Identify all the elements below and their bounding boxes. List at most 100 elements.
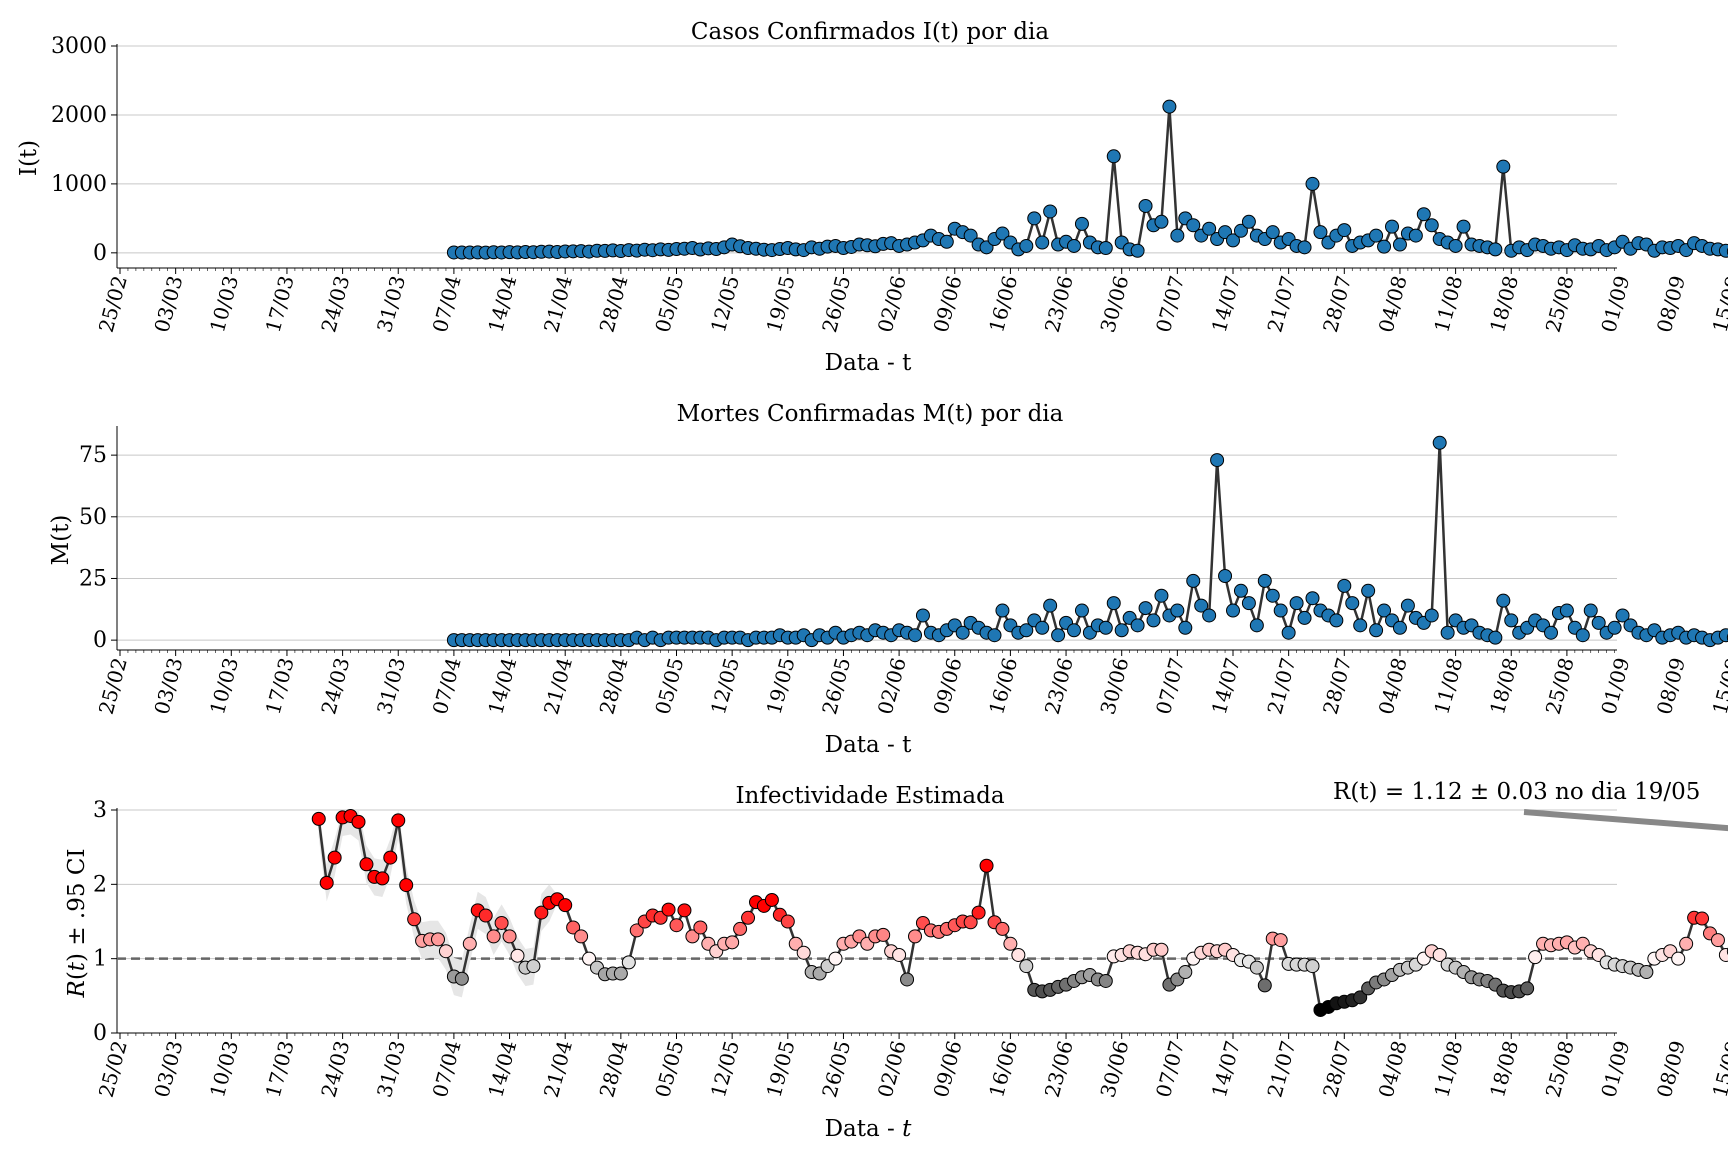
x-tick-label: 14/04 <box>483 1038 521 1100</box>
x-tick-label: 03/03 <box>149 1038 187 1100</box>
data-point <box>1130 243 1145 258</box>
deaths-xlabel: Data - t <box>825 732 913 758</box>
data-point <box>1313 225 1328 240</box>
data-point <box>685 929 700 944</box>
data-point <box>1424 608 1439 623</box>
x-tick-label: 28/04 <box>595 273 633 335</box>
data-point <box>1591 615 1606 630</box>
y-tick-label: 1 <box>93 947 107 972</box>
data-point <box>558 898 573 913</box>
data-point <box>359 857 374 872</box>
data-point <box>1043 204 1058 219</box>
data-point <box>1432 435 1447 450</box>
data-point <box>1710 933 1725 948</box>
x-tick-label: 07/07 <box>1151 1038 1189 1100</box>
x-tick-label: 11/08 <box>1429 1038 1467 1100</box>
y-tick-label: 75 <box>79 443 107 468</box>
data-point <box>1575 628 1590 643</box>
data-point <box>780 914 795 929</box>
x-tick-label: 24/03 <box>316 273 354 335</box>
data-point <box>828 951 843 966</box>
data-point <box>995 921 1010 936</box>
data-point <box>1305 176 1320 191</box>
data-point <box>1210 453 1225 468</box>
data-point <box>955 625 970 640</box>
data-point <box>1138 601 1153 616</box>
data-point <box>1154 942 1169 957</box>
data-point <box>621 955 636 970</box>
data-point <box>1019 959 1034 974</box>
data-point <box>1226 603 1240 618</box>
cases-ylabel: I(t) <box>16 140 42 176</box>
data-point <box>1695 911 1710 926</box>
x-tick-label: 26/05 <box>817 273 855 335</box>
data-point <box>987 628 1002 643</box>
x-tick-label: 19/05 <box>762 1038 800 1100</box>
x-tick-label: 23/06 <box>1040 655 1078 717</box>
data-point <box>1385 219 1399 234</box>
data-point <box>1265 588 1280 603</box>
data-point <box>399 878 414 893</box>
x-tick-label: 21/07 <box>1262 655 1300 717</box>
data-point <box>1432 947 1447 962</box>
cases-xlabel: Data - t <box>825 350 913 376</box>
data-point <box>1019 238 1034 253</box>
x-tick-label: 31/03 <box>372 655 410 717</box>
data-point <box>1488 242 1503 257</box>
data-point <box>351 814 366 829</box>
x-tick-label: 30/06 <box>1095 655 1133 717</box>
data-point <box>1337 578 1352 593</box>
x-tick-label: 05/05 <box>650 1038 688 1100</box>
data-point <box>311 811 326 826</box>
y-tick-label: 0 <box>93 1021 107 1046</box>
series-line <box>453 106 1728 254</box>
data-point <box>391 813 406 828</box>
data-point <box>486 929 501 944</box>
data-point <box>1249 960 1264 975</box>
x-tick-label: 08/09 <box>1652 273 1690 335</box>
data-point <box>1297 610 1312 625</box>
x-tick-label: 31/03 <box>372 1038 410 1100</box>
data-point <box>1003 936 1018 951</box>
data-point <box>908 628 922 643</box>
x-tick-label: 25/08 <box>1541 655 1579 717</box>
x-tick-label: 19/05 <box>762 655 800 717</box>
x-tick-label: 25/08 <box>1541 273 1579 335</box>
x-tick-label: 16/06 <box>984 273 1022 335</box>
data-point <box>1305 591 1320 606</box>
data-point <box>1520 981 1535 996</box>
data-point <box>1257 573 1272 588</box>
data-point <box>494 915 509 930</box>
data-point <box>677 903 692 918</box>
data-point <box>1098 620 1113 635</box>
x-tick-label: 23/06 <box>1040 1038 1078 1100</box>
deaths-title: Mortes Confirmadas M(t) por dia <box>677 401 1064 427</box>
data-point <box>1154 214 1169 229</box>
data-point <box>1679 936 1694 951</box>
x-tick-label: 15/09 <box>1708 655 1728 717</box>
x-tick-label: 14/07 <box>1207 273 1245 335</box>
x-tick-label: 25/08 <box>1541 1038 1579 1100</box>
data-point <box>1273 933 1288 948</box>
data-point <box>915 608 930 623</box>
x-tick-label: 24/03 <box>316 1038 354 1100</box>
data-point <box>502 929 517 944</box>
x-tick-label: 02/06 <box>873 1038 911 1100</box>
x-tick-label: 28/07 <box>1318 655 1356 717</box>
x-tick-label: 11/08 <box>1429 655 1467 717</box>
data-point <box>1098 241 1113 256</box>
x-tick-label: 10/03 <box>205 1038 243 1100</box>
cases-panel: Casos Confirmados I(t) por dia I(t) Data… <box>16 19 1728 376</box>
x-tick-label: 18/08 <box>1485 655 1523 717</box>
data-point <box>788 936 803 951</box>
x-tick-label: 28/07 <box>1318 273 1356 335</box>
data-point <box>1067 238 1081 253</box>
data-point <box>725 935 740 950</box>
x-tick-label: 30/06 <box>1095 273 1133 335</box>
y-tick-label: 50 <box>79 505 107 530</box>
x-tick-label: 01/09 <box>1596 655 1634 717</box>
x-tick-label: 05/05 <box>650 273 688 335</box>
data-point <box>1273 603 1288 618</box>
data-point <box>431 932 445 947</box>
x-tick-label: 28/04 <box>595 1038 633 1100</box>
